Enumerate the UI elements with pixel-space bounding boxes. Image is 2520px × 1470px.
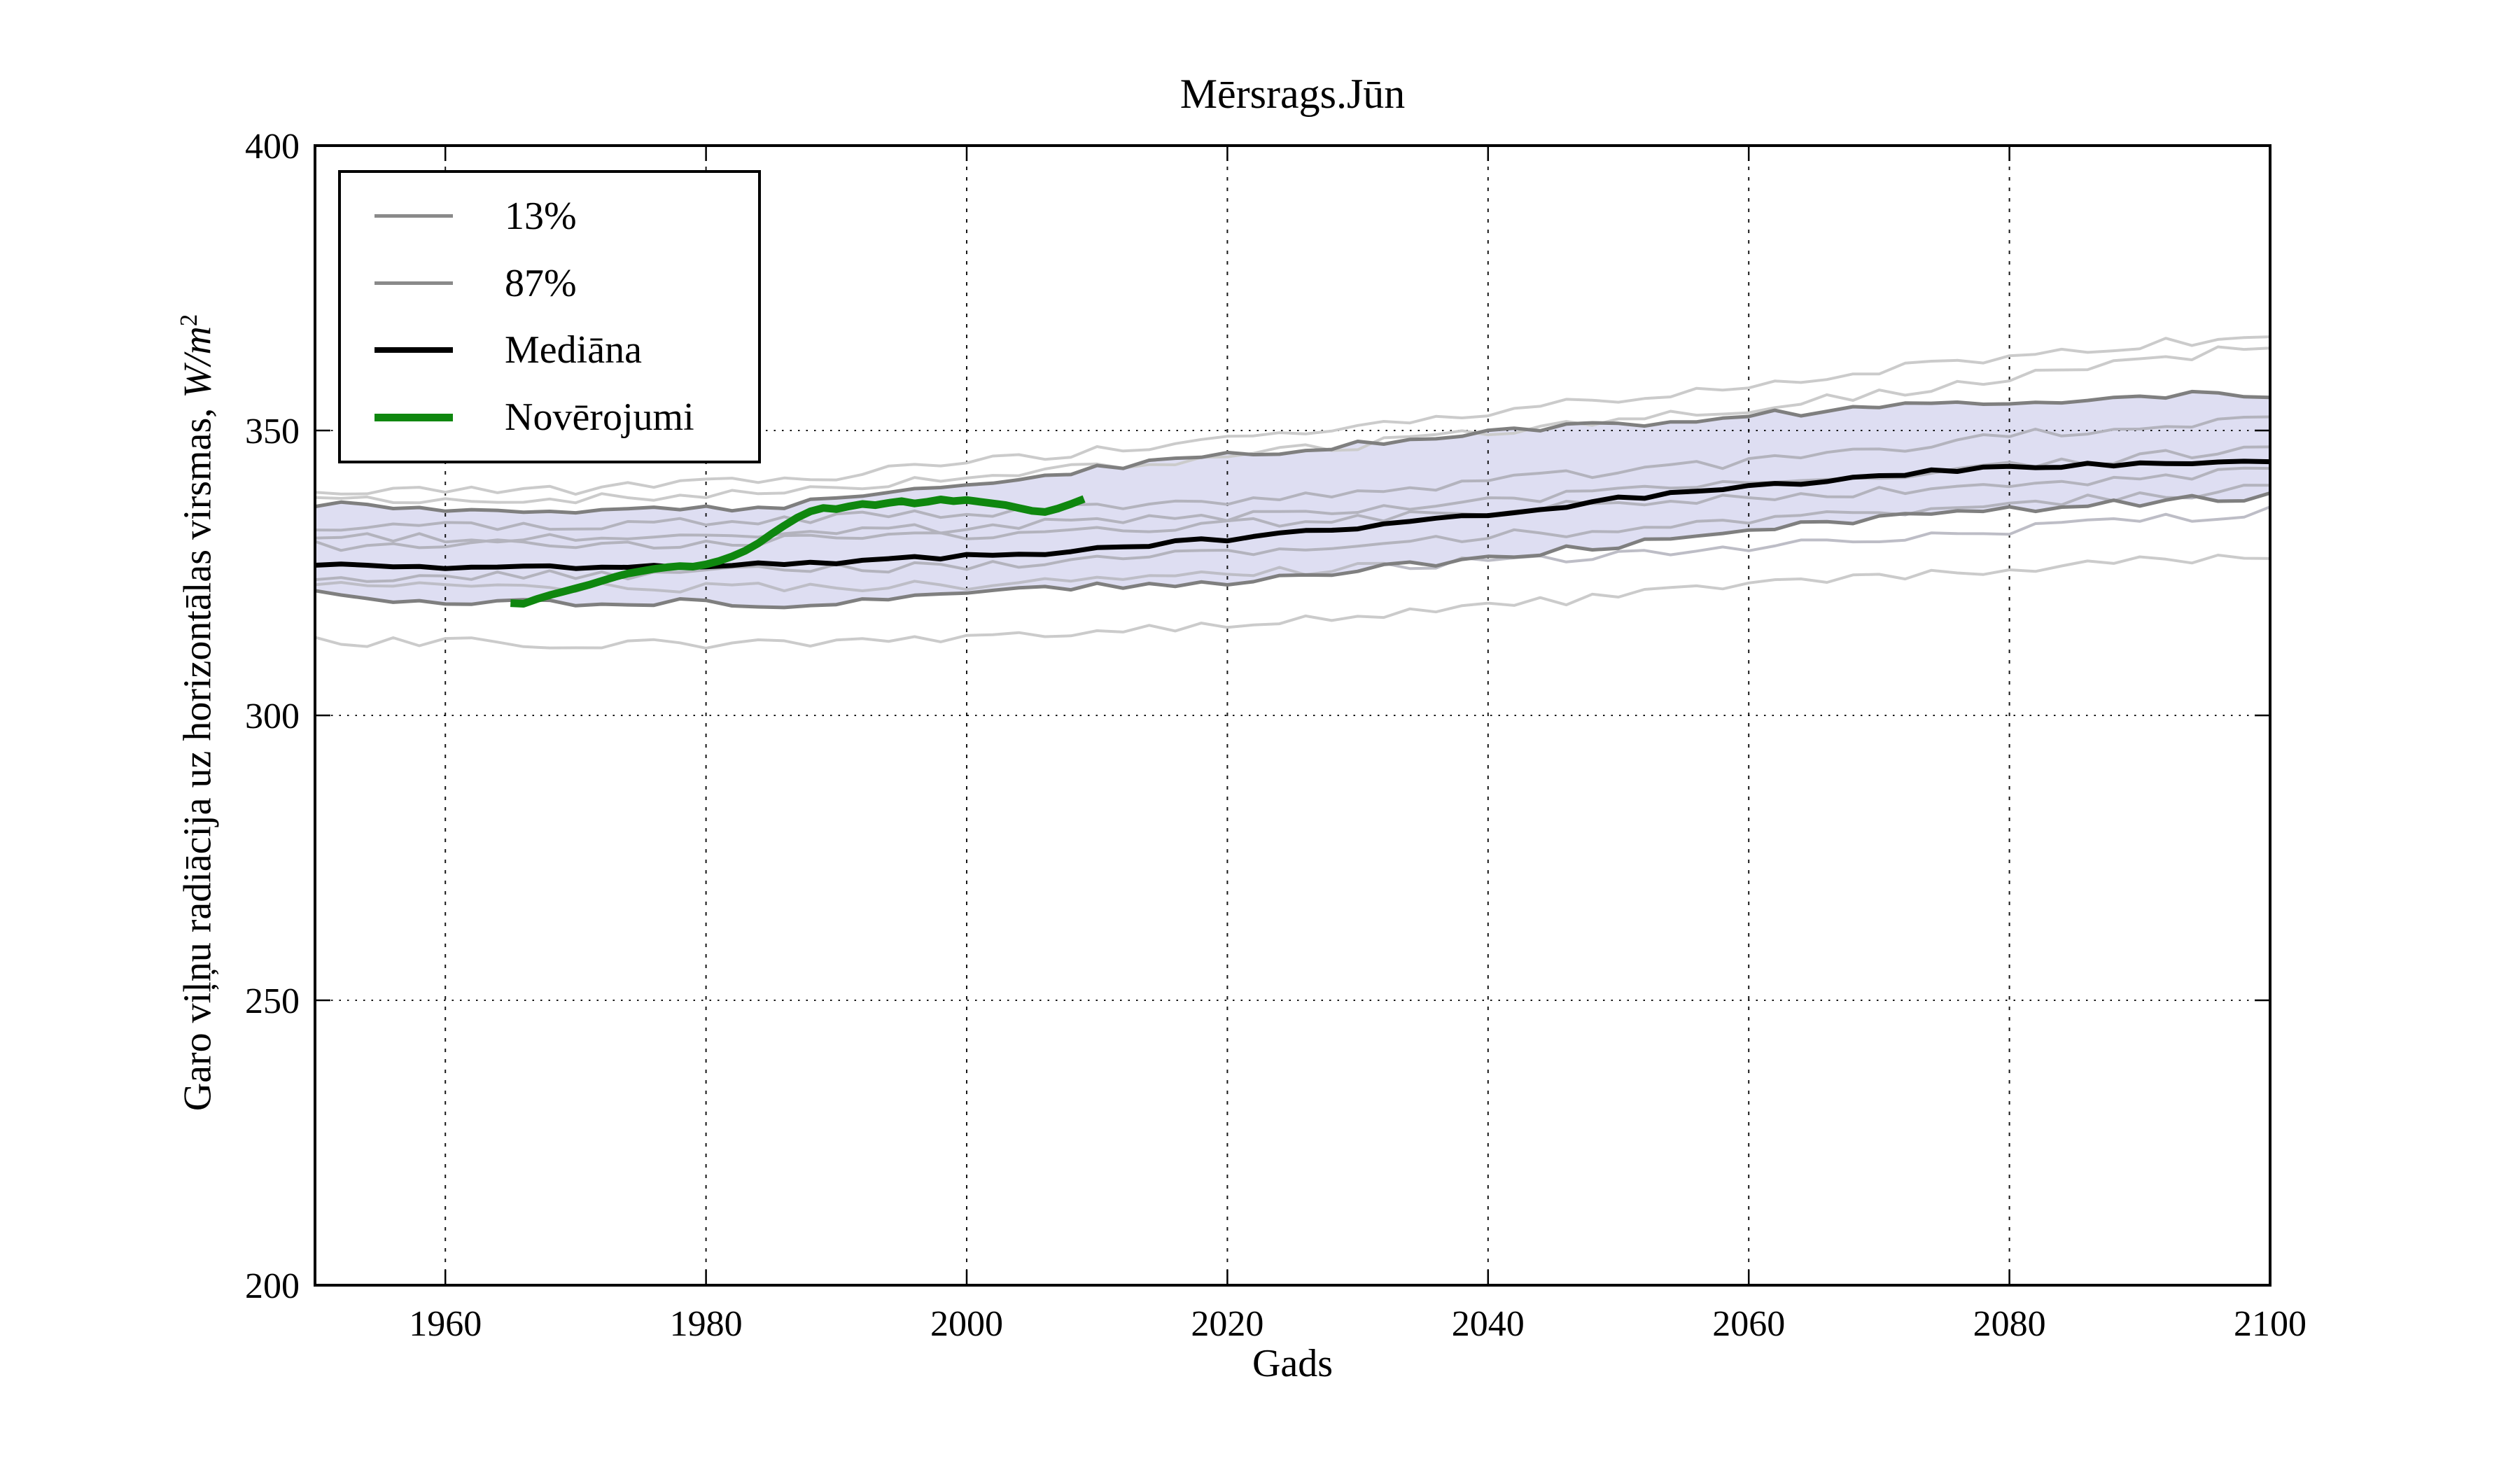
median-line (314, 458, 2271, 571)
legend: 13% 87% Mediāna Novērojumi (338, 170, 761, 463)
ensemble-line (314, 554, 2271, 650)
chart-title: Mērsrags.Jūn (1180, 71, 1406, 117)
legend-row: 13% (341, 184, 758, 248)
x-tick-label: 2020 (1191, 1304, 1264, 1344)
uncertainty-band (315, 391, 2270, 608)
y-tick-label: 200 (245, 1266, 300, 1306)
y-axis-title-exponent: 2 (175, 314, 202, 327)
legend-label: Mediāna (505, 328, 642, 372)
legend-row: Novērojumi (341, 385, 758, 449)
ensemble-line (314, 415, 2271, 532)
legend-label: 13% (505, 194, 577, 238)
legend-swatch-2 (374, 347, 453, 354)
x-tick-label: 2040 (1452, 1304, 1525, 1344)
x-tick-label: 2000 (930, 1304, 1003, 1344)
ensemble-line (314, 505, 2271, 594)
y-axis-title: Garo viļņu radiācija uz horizontālas vir… (164, 83, 220, 1343)
legend-swatch-1 (374, 281, 453, 286)
legend-swatch-0 (374, 214, 453, 218)
ensemble-line (314, 335, 2271, 496)
y-axis-title-unit: W/m (176, 326, 220, 398)
x-tick-label: 2100 (2234, 1304, 2306, 1344)
x-axis-title: Gads (1252, 1342, 1334, 1385)
y-tick-label: 400 (245, 127, 300, 167)
y-tick-label: 350 (245, 412, 300, 451)
ensemble-line (314, 466, 2271, 552)
y-tick-label: 250 (245, 981, 300, 1021)
legend-row: 87% (341, 251, 758, 316)
legend-label: Novērojumi (505, 396, 694, 440)
percentile-lower-line (314, 491, 2271, 610)
percentile-upper-line (314, 389, 2271, 515)
ensemble-line (314, 484, 2271, 583)
legend-row: Mediāna (341, 318, 758, 382)
observations-line (510, 495, 1086, 608)
x-tick-label: 1960 (409, 1304, 482, 1344)
legend-swatch-3 (374, 413, 453, 421)
legend-label: 87% (505, 261, 577, 305)
y-tick-label: 300 (245, 696, 300, 736)
ensemble-line (314, 345, 2271, 505)
x-tick-label: 2080 (1973, 1304, 2046, 1344)
x-tick-label: 1980 (670, 1304, 743, 1344)
x-tick-label: 2060 (1712, 1304, 1785, 1344)
y-axis-title-text: Garo viļņu radiācija uz horizontālas vir… (176, 398, 220, 1112)
